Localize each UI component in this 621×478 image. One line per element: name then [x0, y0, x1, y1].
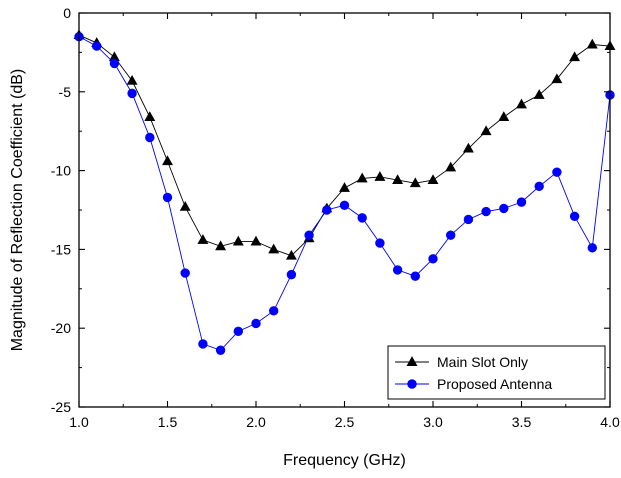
- data-point-main-slot-only: [462, 142, 474, 153]
- data-point-main-slot-only: [551, 73, 563, 84]
- data-point-proposed-antenna: [392, 265, 403, 275]
- data-point-proposed-antenna: [516, 197, 527, 207]
- data-point-main-slot-only: [126, 74, 138, 85]
- data-point-proposed-antenna: [534, 181, 544, 192]
- data-point-proposed-antenna: [180, 268, 190, 278]
- series-line-proposed-antenna: [78, 36, 611, 351]
- data-point-proposed-antenna: [322, 205, 332, 215]
- legend-box: [387, 345, 606, 400]
- data-point-main-slot-only: [498, 111, 510, 121]
- data-point-proposed-antenna: [286, 269, 297, 280]
- data-point-proposed-antenna: [446, 230, 456, 240]
- x-tick-label: 1.5: [158, 414, 178, 430]
- data-point-main-slot-only: [445, 161, 457, 172]
- y-axis-title: Magnitude of Reflection Coefficient (dB): [9, 69, 26, 352]
- data-point-main-slot-only: [250, 235, 262, 246]
- data-point-main-slot-only: [374, 171, 386, 181]
- x-tick-label: 3.5: [512, 414, 532, 430]
- data-point-proposed-antenna: [162, 192, 173, 203]
- legend-label-main-slot-only: Main Slot Only: [437, 354, 528, 370]
- data-point-main-slot-only: [533, 89, 545, 99]
- data-point-main-slot-only: [409, 177, 421, 188]
- data-point-proposed-antenna: [428, 254, 438, 264]
- x-tick-label: 3.0: [423, 414, 443, 430]
- y-tick-label: -25: [51, 399, 71, 415]
- data-point-proposed-antenna: [339, 200, 350, 210]
- x-tick-label: 1.0: [69, 414, 89, 430]
- data-point-main-slot-only: [480, 125, 492, 136]
- data-point-proposed-antenna: [304, 230, 314, 240]
- data-point-main-slot-only: [516, 98, 527, 109]
- data-point-main-slot-only: [569, 51, 581, 62]
- legend-marker-main-slot-only: [406, 356, 418, 366]
- data-point-proposed-antenna: [463, 214, 474, 225]
- series-group: [73, 29, 616, 355]
- data-point-main-slot-only: [179, 201, 191, 211]
- data-point-main-slot-only: [197, 234, 209, 244]
- data-point-main-slot-only: [285, 249, 297, 260]
- data-point-main-slot-only: [162, 155, 173, 166]
- data-point-main-slot-only: [427, 174, 439, 184]
- y-tick-label: -20: [51, 320, 71, 336]
- y-tick-label: -10: [51, 163, 71, 179]
- data-point-proposed-antenna: [357, 213, 367, 223]
- data-point-proposed-antenna: [109, 58, 120, 69]
- data-point-main-slot-only: [232, 235, 244, 246]
- data-point-proposed-antenna: [91, 41, 102, 51]
- data-point-main-slot-only: [215, 240, 227, 251]
- data-point-proposed-antenna: [233, 326, 244, 337]
- legend-marker-proposed-antenna: [407, 379, 417, 389]
- data-point-proposed-antenna: [481, 206, 491, 217]
- data-point-main-slot-only: [144, 111, 156, 121]
- data-point-main-slot-only: [339, 182, 350, 192]
- data-point-proposed-antenna: [410, 271, 420, 281]
- y-tick-label: 0: [63, 5, 71, 21]
- data-point-proposed-antenna: [269, 306, 279, 316]
- data-point-proposed-antenna: [215, 345, 226, 355]
- y-tick-label: -15: [51, 241, 71, 257]
- series-proposed-antenna: [74, 31, 615, 355]
- data-point-proposed-antenna: [145, 132, 155, 143]
- x-tick-label: 4.0: [600, 414, 620, 430]
- legend: Main Slot Only Proposed Antenna: [387, 345, 606, 400]
- data-point-main-slot-only: [392, 174, 404, 184]
- data-point-proposed-antenna: [499, 203, 509, 214]
- data-point-main-slot-only: [586, 38, 598, 49]
- data-point-proposed-antenna: [569, 211, 580, 222]
- series-main-slot-only: [73, 29, 616, 260]
- legend-label-proposed-antenna: Proposed Antenna: [437, 376, 552, 392]
- x-tick-label: 2.5: [335, 414, 355, 430]
- series-line-main-slot-only: [78, 34, 611, 257]
- data-point-main-slot-only: [356, 172, 368, 183]
- axes-group: 1.0 1.5 2.0 2.5 3.0 3.5 4.0 0 -5 -10 -15 -20 -25 Freq…: [9, 5, 620, 469]
- data-point-proposed-antenna: [375, 238, 385, 248]
- data-point-proposed-antenna: [251, 318, 261, 329]
- data-point-proposed-antenna: [198, 339, 208, 349]
- data-point-proposed-antenna: [127, 88, 137, 99]
- x-axis-title: Frequency (GHz): [283, 452, 406, 469]
- data-point-main-slot-only: [268, 243, 280, 254]
- data-point-proposed-antenna: [552, 167, 562, 177]
- y-tick-label: -5: [59, 84, 72, 100]
- x-tick-label: 2.0: [246, 414, 266, 430]
- data-point-proposed-antenna: [587, 243, 597, 253]
